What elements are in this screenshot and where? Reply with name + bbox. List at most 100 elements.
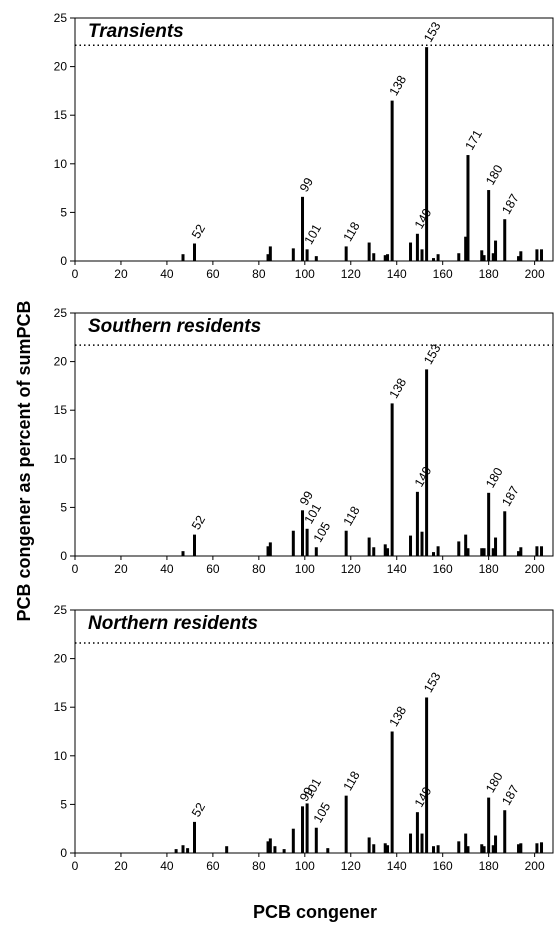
peak-label: 99 xyxy=(297,175,316,194)
congener-bar xyxy=(193,244,196,261)
peak-label: 118 xyxy=(341,220,363,244)
y-tick-label: 25 xyxy=(54,11,68,25)
congener-bar xyxy=(292,248,295,261)
congener-bar xyxy=(437,546,440,556)
congener-bar xyxy=(503,219,506,261)
congener-bar xyxy=(466,846,469,853)
congener-bar xyxy=(425,697,428,853)
congener-bar xyxy=(540,249,543,261)
congener-bar xyxy=(301,197,304,261)
congener-bar xyxy=(182,254,185,261)
congener-bar xyxy=(368,243,371,261)
y-tick-label: 15 xyxy=(54,700,68,714)
x-tick-label: 160 xyxy=(433,859,453,873)
panel-title: Transients xyxy=(88,21,184,42)
congener-bar xyxy=(494,241,497,261)
x-tick-label: 20 xyxy=(114,267,128,281)
congener-bar xyxy=(409,834,412,853)
congener-bar xyxy=(466,155,469,261)
peak-label: 187 xyxy=(499,783,522,808)
congener-bar xyxy=(432,552,435,556)
congener-bar xyxy=(315,256,318,261)
x-tick-label: 80 xyxy=(252,859,266,873)
peak-label: 153 xyxy=(421,20,444,45)
x-tick-label: 20 xyxy=(114,859,128,873)
chart-panel: 0510152025020406080100120140160180200Tra… xyxy=(54,11,553,281)
x-tick-label: 40 xyxy=(160,267,174,281)
congener-bar xyxy=(306,249,309,261)
congener-bar xyxy=(416,812,419,853)
congener-bar xyxy=(273,846,276,853)
peak-label: 149 xyxy=(412,785,435,810)
congener-bar xyxy=(269,542,272,556)
congener-bar xyxy=(437,845,440,853)
congener-bar xyxy=(437,254,440,261)
x-tick-label: 80 xyxy=(252,267,266,281)
congener-bar xyxy=(503,810,506,853)
x-tick-label: 140 xyxy=(387,859,407,873)
congener-bar xyxy=(540,842,543,853)
x-tick-label: 180 xyxy=(479,562,499,576)
congener-bar xyxy=(483,548,486,556)
congener-bar xyxy=(421,834,424,853)
congener-bar xyxy=(386,845,389,853)
peak-label: 52 xyxy=(189,800,208,819)
y-tick-label: 10 xyxy=(54,749,68,763)
peak-label: 187 xyxy=(499,484,522,509)
peak-label: 138 xyxy=(387,376,410,401)
congener-bar xyxy=(386,254,389,261)
congener-bar xyxy=(269,838,272,853)
y-tick-label: 20 xyxy=(54,652,68,666)
x-tick-label: 120 xyxy=(341,562,361,576)
x-tick-label: 200 xyxy=(525,859,545,873)
congener-bar xyxy=(372,253,375,261)
congener-bar xyxy=(186,848,189,853)
x-tick-label: 100 xyxy=(295,267,315,281)
x-tick-label: 20 xyxy=(114,562,128,576)
congener-bar xyxy=(301,806,304,853)
congener-bar xyxy=(292,531,295,556)
x-tick-label: 120 xyxy=(341,267,361,281)
peak-label: 153 xyxy=(421,670,444,695)
x-tick-label: 180 xyxy=(479,859,499,873)
y-tick-label: 15 xyxy=(54,403,68,417)
y-tick-label: 0 xyxy=(60,254,67,268)
congener-bar xyxy=(283,849,286,853)
congener-bar xyxy=(457,253,460,261)
congener-bar xyxy=(503,511,506,556)
congener-bar xyxy=(306,529,309,556)
congener-bar xyxy=(391,732,394,854)
congener-bar xyxy=(421,532,424,556)
y-tick-label: 15 xyxy=(54,108,68,122)
congener-bar xyxy=(457,541,460,556)
congener-bar xyxy=(193,535,196,556)
peak-label: 52 xyxy=(189,222,208,241)
congener-bar xyxy=(368,837,371,853)
congener-bar xyxy=(540,546,543,556)
congener-bar xyxy=(182,845,185,853)
x-tick-label: 180 xyxy=(479,267,499,281)
peak-label: 180 xyxy=(483,465,506,490)
congener-bar xyxy=(487,493,490,556)
congener-bar xyxy=(519,547,522,556)
congener-bar xyxy=(535,249,538,261)
x-tick-label: 100 xyxy=(295,859,315,873)
peak-label: 52 xyxy=(189,513,208,532)
y-tick-label: 25 xyxy=(54,603,68,617)
y-tick-label: 0 xyxy=(60,846,67,860)
panel-title: Southern residents xyxy=(88,316,261,337)
congener-bar xyxy=(483,255,486,261)
peak-label: 105 xyxy=(311,800,334,825)
congener-bar xyxy=(416,492,419,556)
peak-label: 101 xyxy=(302,222,325,247)
congener-bar xyxy=(421,249,424,261)
congener-bar xyxy=(391,403,394,556)
y-tick-label: 20 xyxy=(54,355,68,369)
x-tick-label: 80 xyxy=(252,562,266,576)
congener-bar xyxy=(432,846,435,853)
congener-bar xyxy=(225,846,228,853)
congener-bar xyxy=(345,796,348,853)
x-tick-label: 160 xyxy=(433,267,453,281)
congener-bar xyxy=(315,828,318,853)
